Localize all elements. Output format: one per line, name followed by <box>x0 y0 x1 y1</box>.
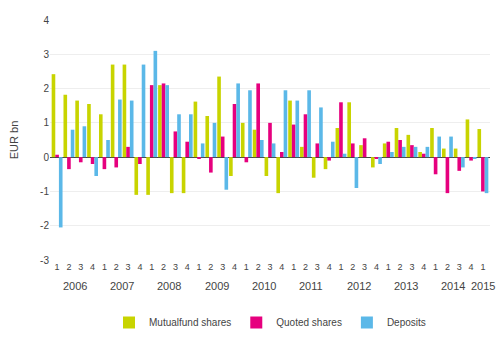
svg-text:2015: 2015 <box>471 280 495 292</box>
svg-text:2: 2 <box>445 262 450 272</box>
svg-text:4: 4 <box>232 262 237 272</box>
svg-text:0: 0 <box>43 152 49 163</box>
svg-text:Quoted shares: Quoted shares <box>276 317 342 328</box>
svg-text:2013: 2013 <box>394 280 418 292</box>
svg-text:3: 3 <box>315 262 320 272</box>
svg-text:-1: -1 <box>40 186 49 197</box>
svg-text:3: 3 <box>126 262 131 272</box>
svg-text:4: 4 <box>374 262 379 272</box>
svg-text:4: 4 <box>137 262 142 272</box>
svg-text:4: 4 <box>469 262 474 272</box>
svg-text:2: 2 <box>303 262 308 272</box>
svg-text:Mutualfund shares: Mutualfund shares <box>149 317 231 328</box>
svg-text:2014: 2014 <box>441 280 465 292</box>
svg-text:3: 3 <box>43 49 49 60</box>
svg-text:2: 2 <box>66 262 71 272</box>
svg-text:1: 1 <box>433 262 438 272</box>
svg-text:3: 3 <box>220 262 225 272</box>
svg-text:EUR bn: EUR bn <box>8 121 20 160</box>
svg-text:2007: 2007 <box>110 280 134 292</box>
svg-text:2011: 2011 <box>299 280 323 292</box>
svg-text:4: 4 <box>421 262 426 272</box>
svg-text:1: 1 <box>197 262 202 272</box>
svg-text:3: 3 <box>362 262 367 272</box>
svg-text:4: 4 <box>279 262 284 272</box>
svg-text:2: 2 <box>161 262 166 272</box>
svg-text:1: 1 <box>244 262 249 272</box>
svg-text:1: 1 <box>102 262 107 272</box>
svg-text:Deposits: Deposits <box>387 317 426 328</box>
svg-text:2: 2 <box>208 262 213 272</box>
svg-text:2012: 2012 <box>347 280 371 292</box>
svg-text:2009: 2009 <box>205 280 229 292</box>
svg-text:4: 4 <box>327 262 332 272</box>
svg-text:4: 4 <box>185 262 190 272</box>
svg-text:3: 3 <box>173 262 178 272</box>
svg-text:1: 1 <box>149 262 154 272</box>
svg-text:1: 1 <box>386 262 391 272</box>
svg-text:2010: 2010 <box>252 280 276 292</box>
svg-text:-3: -3 <box>40 255 49 266</box>
svg-text:2: 2 <box>114 262 119 272</box>
svg-text:2008: 2008 <box>157 280 181 292</box>
svg-text:2: 2 <box>350 262 355 272</box>
svg-text:4: 4 <box>90 262 95 272</box>
svg-text:2: 2 <box>43 83 49 94</box>
svg-text:1: 1 <box>291 262 296 272</box>
svg-text:2: 2 <box>398 262 403 272</box>
svg-text:-2: -2 <box>40 220 49 231</box>
svg-text:1: 1 <box>43 117 49 128</box>
svg-text:3: 3 <box>457 262 462 272</box>
svg-text:3: 3 <box>267 262 272 272</box>
svg-text:1: 1 <box>338 262 343 272</box>
svg-text:1: 1 <box>480 262 485 272</box>
svg-text:2006: 2006 <box>63 280 87 292</box>
svg-text:4: 4 <box>43 15 49 26</box>
svg-text:3: 3 <box>409 262 414 272</box>
svg-text:3: 3 <box>78 262 83 272</box>
svg-text:1: 1 <box>55 262 60 272</box>
svg-text:2: 2 <box>256 262 261 272</box>
